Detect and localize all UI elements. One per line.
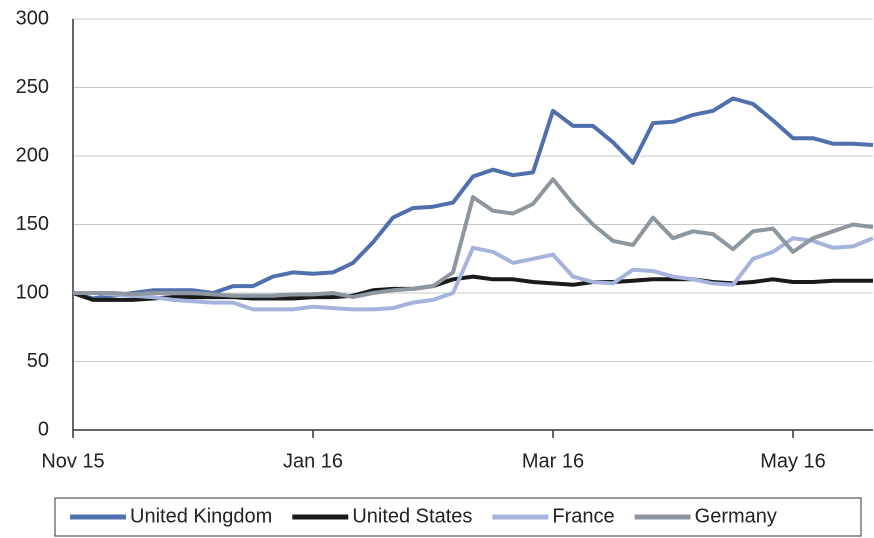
y-tick-label: 0	[38, 418, 49, 440]
legend-label: France	[552, 505, 614, 527]
series-line	[73, 177, 874, 300]
x-tick-label: Nov 15	[41, 450, 104, 472]
series-line	[72, 274, 873, 302]
legend-label: United Kingdom	[130, 505, 272, 527]
legend-label: United States	[352, 505, 472, 527]
x-tick-label: Mar 16	[522, 450, 584, 472]
legend-box	[54, 497, 862, 537]
y-tick-label: 50	[27, 350, 49, 372]
y-tick-label: 200	[16, 144, 49, 166]
y-tick-label: 150	[16, 213, 49, 235]
series-line	[73, 236, 874, 312]
legend-label: Germany	[695, 505, 777, 527]
y-tick-label: 300	[16, 7, 49, 29]
x-tick-label: Jan 16	[283, 450, 343, 472]
y-tick-label: 100	[16, 281, 49, 303]
y-tick-label: 250	[16, 76, 49, 98]
x-tick-label: May 16	[760, 450, 826, 472]
